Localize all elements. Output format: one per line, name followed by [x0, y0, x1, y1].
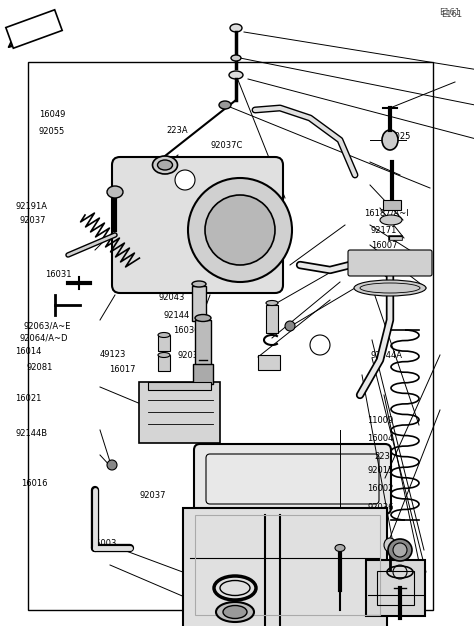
Text: 16002: 16002: [367, 484, 394, 493]
Ellipse shape: [192, 281, 206, 287]
Text: 16021: 16021: [15, 394, 42, 403]
Ellipse shape: [107, 186, 123, 198]
Circle shape: [175, 170, 195, 190]
Circle shape: [188, 178, 292, 282]
Text: E161: E161: [439, 8, 460, 17]
Ellipse shape: [231, 55, 241, 61]
FancyBboxPatch shape: [183, 508, 387, 626]
Text: 92171: 92171: [371, 226, 397, 235]
Text: 16049: 16049: [39, 110, 65, 119]
Circle shape: [310, 335, 330, 355]
Text: 92043: 92043: [159, 293, 185, 302]
Ellipse shape: [354, 280, 426, 296]
Bar: [6, 10, 62, 48]
Ellipse shape: [195, 314, 211, 322]
FancyBboxPatch shape: [366, 560, 425, 616]
Bar: [148, 382, 211, 390]
Bar: [195, 515, 380, 615]
Bar: [28, 62, 433, 610]
Text: 92191B: 92191B: [242, 545, 274, 554]
Ellipse shape: [219, 101, 231, 109]
Ellipse shape: [158, 352, 170, 357]
FancyBboxPatch shape: [139, 382, 220, 443]
Text: 92037: 92037: [140, 491, 166, 500]
Text: 16187/A~I: 16187/A~I: [364, 208, 409, 217]
Text: 92037C: 92037C: [211, 141, 243, 150]
Text: 92037B: 92037B: [235, 529, 267, 538]
Bar: [158, 355, 170, 371]
Text: 92144: 92144: [164, 311, 190, 320]
Text: 92191A: 92191A: [15, 202, 47, 211]
Bar: [193, 364, 213, 384]
Bar: [266, 305, 278, 333]
Text: 11009: 11009: [367, 416, 393, 425]
Text: 92063/A~E: 92063/A~E: [24, 321, 71, 330]
Bar: [195, 320, 211, 365]
Text: 16031: 16031: [45, 270, 72, 279]
Text: 92059: 92059: [209, 509, 235, 518]
FancyBboxPatch shape: [112, 157, 283, 293]
Ellipse shape: [153, 156, 177, 174]
Bar: [383, 200, 401, 210]
Text: 92191: 92191: [167, 409, 193, 418]
Ellipse shape: [157, 160, 173, 170]
Text: 16030: 16030: [173, 326, 200, 335]
Circle shape: [205, 195, 275, 265]
Ellipse shape: [335, 545, 345, 552]
Text: 92081: 92081: [26, 363, 53, 372]
Text: FRONT: FRONT: [17, 24, 51, 34]
Ellipse shape: [388, 539, 412, 561]
Ellipse shape: [158, 332, 170, 337]
Text: A: A: [182, 175, 188, 185]
Ellipse shape: [384, 538, 396, 552]
Text: 92037A: 92037A: [256, 563, 288, 572]
Bar: [192, 286, 206, 321]
Text: 223A: 223A: [167, 126, 189, 135]
Text: 16017: 16017: [109, 365, 136, 374]
Text: 16025: 16025: [384, 132, 410, 141]
Text: 92015: 92015: [367, 466, 393, 475]
Text: 92144B: 92144B: [15, 429, 47, 438]
Text: 16007: 16007: [371, 241, 397, 250]
Text: E161: E161: [441, 10, 462, 19]
Text: 223: 223: [374, 453, 390, 461]
Text: 49123: 49123: [100, 350, 126, 359]
Text: 92144A: 92144A: [371, 351, 403, 360]
Text: 92064/A~D: 92064/A~D: [20, 334, 68, 342]
Text: 16004: 16004: [367, 434, 394, 443]
Text: 15003: 15003: [90, 539, 117, 548]
FancyBboxPatch shape: [348, 250, 432, 276]
Ellipse shape: [230, 24, 242, 32]
Text: 92055: 92055: [39, 127, 65, 136]
Ellipse shape: [393, 543, 407, 557]
Ellipse shape: [223, 605, 247, 618]
FancyBboxPatch shape: [194, 444, 391, 514]
Text: 92037: 92037: [20, 216, 46, 225]
Ellipse shape: [216, 602, 254, 622]
Ellipse shape: [229, 71, 243, 79]
Bar: [158, 335, 170, 351]
Bar: [258, 355, 280, 370]
Ellipse shape: [382, 130, 398, 150]
Text: A: A: [318, 341, 323, 349]
Text: 16016: 16016: [21, 479, 48, 488]
Text: 92036: 92036: [367, 503, 394, 511]
Ellipse shape: [266, 300, 278, 305]
Ellipse shape: [380, 215, 402, 225]
Text: 92055A: 92055A: [211, 241, 243, 250]
Circle shape: [285, 321, 295, 331]
Text: 92037: 92037: [178, 351, 204, 360]
Text: 16014: 16014: [15, 347, 42, 356]
Circle shape: [107, 460, 117, 470]
